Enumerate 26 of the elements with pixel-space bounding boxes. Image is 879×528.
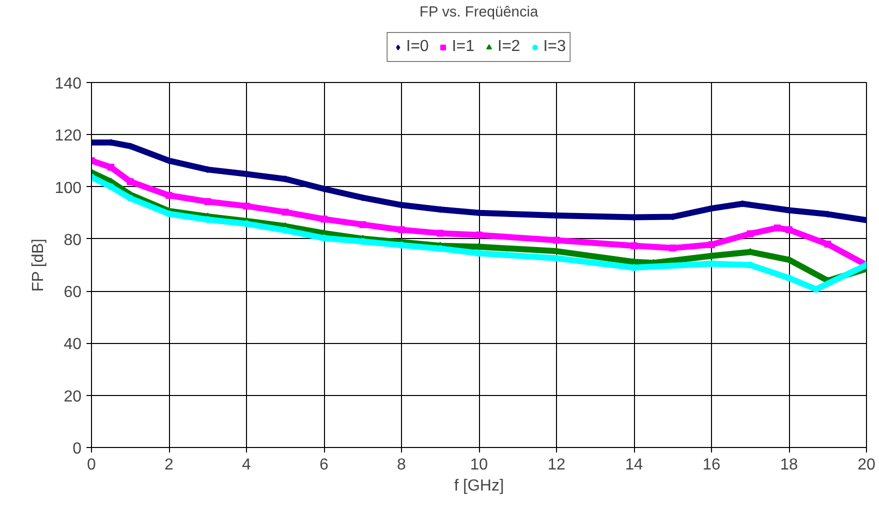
y-tick-label: 20 — [64, 388, 82, 406]
y-axis-title: FP [dB] — [30, 238, 47, 292]
x-tick-label: 0 — [87, 456, 96, 474]
x-tick-label: 16 — [702, 456, 720, 474]
x-tick-label: 20 — [858, 456, 876, 474]
y-tick-label: 60 — [64, 284, 82, 302]
x-tick-label: 2 — [164, 456, 174, 474]
y-tick-label: 0 — [72, 440, 82, 458]
x-tick-label: 12 — [548, 456, 566, 474]
x-tick-label: 4 — [242, 456, 252, 474]
y-tick-label: 80 — [64, 232, 82, 249]
y-tick-label: 100 — [54, 180, 82, 197]
y-tick-label: 140 — [54, 76, 82, 92]
x-tick-label: 14 — [625, 456, 643, 474]
chart-title: FP vs. Freqüência — [420, 4, 540, 20]
x-tick-label: 18 — [780, 456, 798, 474]
legend-label: I=3 — [543, 38, 566, 56]
legend-label: I=2 — [498, 38, 520, 56]
x-axis-title: f [GHz] — [454, 478, 504, 494]
x-tick-label: 10 — [470, 456, 488, 474]
legend-label: I=0 — [406, 38, 429, 56]
y-tick-label: 40 — [64, 336, 82, 354]
legend-label: I=1 — [452, 38, 474, 56]
x-tick-label: 8 — [397, 456, 406, 474]
x-tick-label: 6 — [320, 456, 329, 474]
y-tick-label: 120 — [54, 128, 82, 145]
